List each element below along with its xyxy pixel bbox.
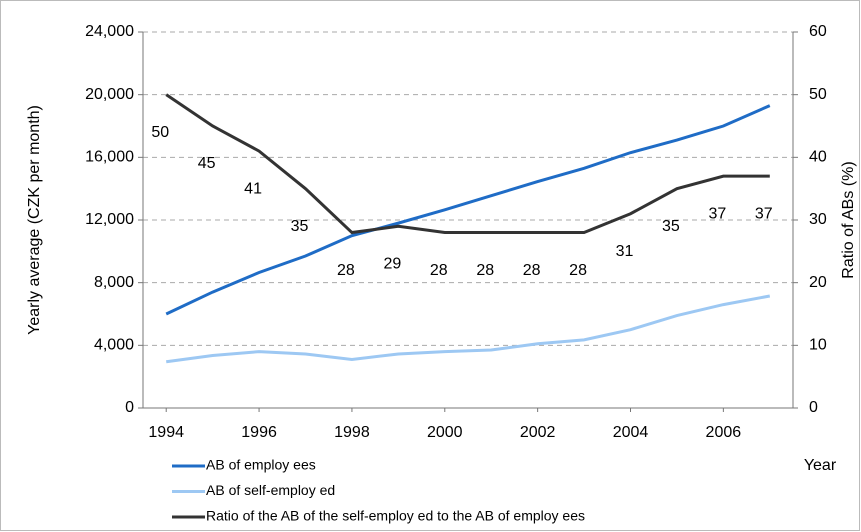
x-tick-label: 2000 <box>427 424 463 441</box>
x-tick-label: 2004 <box>613 424 649 441</box>
data-label: 45 <box>198 155 216 172</box>
data-label: 28 <box>569 262 587 279</box>
data-label: 29 <box>383 255 401 272</box>
y-tick-label: 4,000 <box>94 337 134 354</box>
data-label: 28 <box>476 262 494 279</box>
x-tick-label: 2006 <box>706 424 742 441</box>
y-tick-label: 20,000 <box>85 86 134 103</box>
y-tick-label: 24,000 <box>85 23 134 40</box>
y-tick-label: 12,000 <box>85 211 134 228</box>
y2-tick-label: 50 <box>809 86 827 103</box>
y2-tick-label: 40 <box>809 149 827 166</box>
data-label: 37 <box>708 205 726 222</box>
y2-tick-label: 60 <box>809 23 827 40</box>
x-axis-label: Year <box>804 457 837 474</box>
data-label: 28 <box>523 262 541 279</box>
x-tick-label: 1996 <box>241 424 277 441</box>
series-line <box>166 294 771 364</box>
y-tick-label: 16,000 <box>85 149 134 166</box>
legend-label: AB of employ ees <box>206 457 316 473</box>
data-label: 41 <box>244 180 262 197</box>
y-tick-label: 8,000 <box>94 274 134 291</box>
data-label: 50 <box>151 124 169 141</box>
legend-label: AB of self-employ ed <box>206 482 335 498</box>
y-axis-label: Yearly average (CZK per month) <box>26 105 43 335</box>
data-label: 35 <box>291 218 309 235</box>
data-label: 35 <box>662 218 680 235</box>
series-line <box>165 104 771 316</box>
y2-axis-label: Ratio of ABs (%) <box>840 161 857 278</box>
series-line <box>165 93 770 235</box>
data-label: 28 <box>337 262 355 279</box>
data-label: 37 <box>755 205 773 222</box>
y2-tick-label: 0 <box>809 399 818 416</box>
y-tick-label: 0 <box>125 399 134 416</box>
data-label: 31 <box>616 243 634 260</box>
y2-tick-label: 30 <box>809 211 827 228</box>
data-label: 28 <box>430 262 448 279</box>
x-tick-label: 1994 <box>148 424 184 441</box>
y2-tick-label: 20 <box>809 274 827 291</box>
legend-label: Ratio of the AB of the self-employ ed to… <box>206 508 585 524</box>
x-tick-label: 2002 <box>520 424 556 441</box>
y2-tick-label: 10 <box>809 337 827 354</box>
x-tick-label: 1998 <box>334 424 370 441</box>
